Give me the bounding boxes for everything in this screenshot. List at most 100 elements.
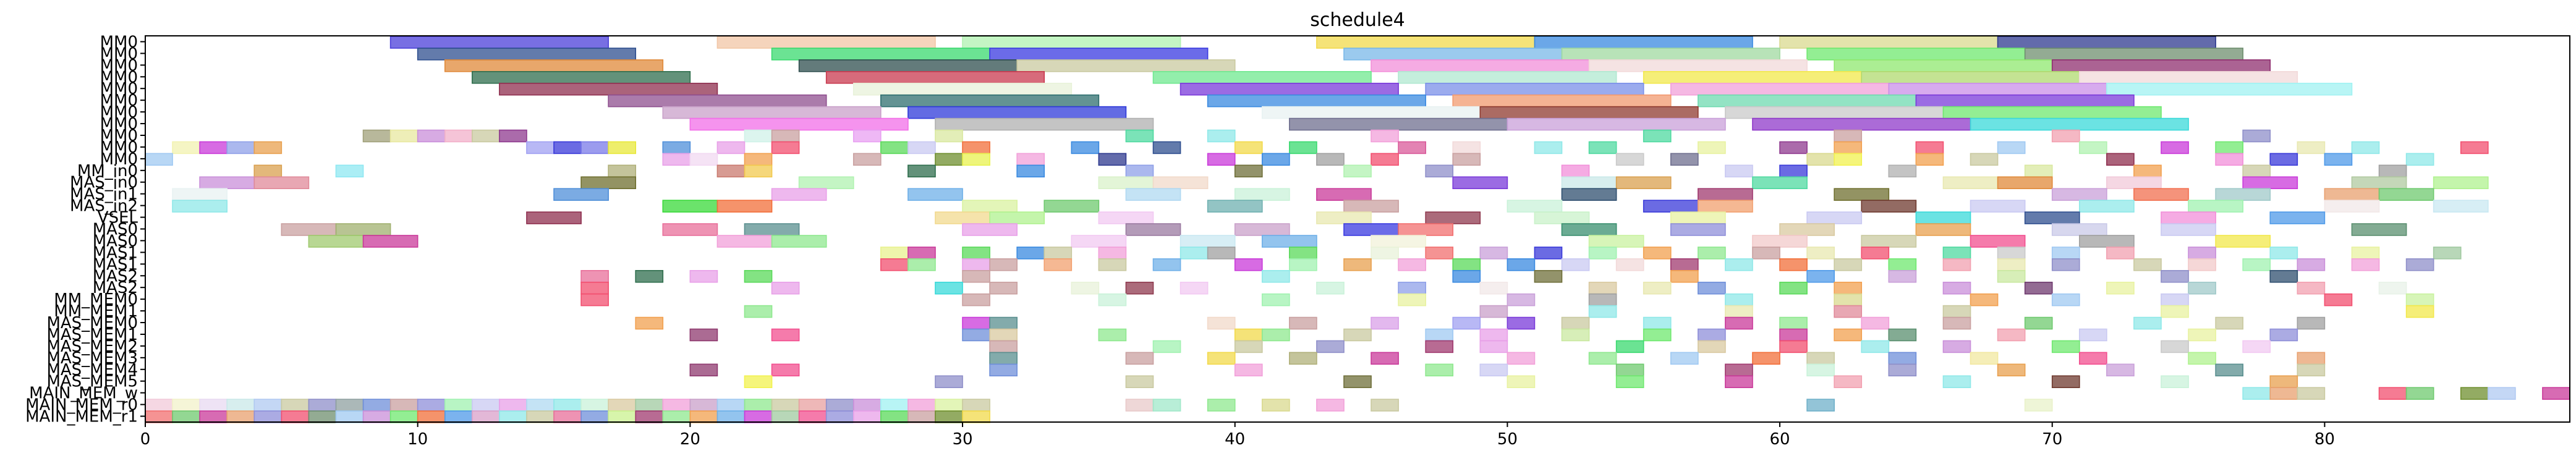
task-bar <box>2460 141 2489 154</box>
task-bar <box>962 410 990 423</box>
task-bar <box>2215 188 2271 201</box>
task-bar <box>1643 129 1672 143</box>
task-bar <box>989 316 1018 330</box>
task-bar <box>499 399 527 412</box>
task-bar <box>308 399 337 412</box>
y-tick-label: MM0 <box>100 68 138 87</box>
task-bar <box>1643 71 1863 84</box>
task-bar <box>771 363 800 377</box>
task-bar <box>389 36 609 49</box>
task-bar <box>662 141 691 154</box>
task-bar <box>1561 48 1780 61</box>
task-bar <box>1997 247 2026 260</box>
task-bar <box>608 410 637 423</box>
task-bar <box>335 410 364 423</box>
task-bar <box>771 141 800 154</box>
task-bar <box>1261 399 1290 412</box>
task-bar <box>935 375 963 388</box>
task-bar <box>689 117 909 131</box>
y-tick-label: MAS0 <box>93 232 138 250</box>
task-bar <box>716 141 746 154</box>
y-tick-label: MM0 <box>100 80 138 98</box>
task-bar <box>2215 141 2243 154</box>
task-bar <box>744 223 800 236</box>
task-bar <box>1888 269 1917 283</box>
task-bar <box>1861 340 1890 353</box>
task-bar <box>689 363 718 377</box>
task-bar <box>1643 281 1672 295</box>
task-bar <box>2024 164 2053 178</box>
task-bar <box>989 363 1018 377</box>
task-bar <box>1452 269 1481 283</box>
task-bar <box>1316 188 1372 201</box>
task-bar <box>1316 36 1536 49</box>
task-bar <box>2324 153 2353 166</box>
task-bar <box>1561 223 1617 236</box>
task-bar <box>1371 316 1399 330</box>
task-bar <box>2460 387 2489 400</box>
task-bar <box>2078 352 2107 365</box>
task-bar <box>1207 247 1236 260</box>
task-bar <box>1343 48 1563 61</box>
task-bar <box>1125 223 1181 236</box>
task-bar <box>2351 223 2407 236</box>
task-bar <box>145 153 173 166</box>
task-bar <box>1425 211 1481 224</box>
task-bar <box>1425 363 1454 377</box>
task-bar <box>935 117 1154 131</box>
y-tick-label: MAS1 <box>93 255 138 274</box>
task-bar <box>1915 94 2135 108</box>
task-bar <box>908 258 936 271</box>
task-bar <box>1207 399 1236 412</box>
task-bar <box>608 141 637 154</box>
task-bar <box>389 399 419 412</box>
task-bar <box>1779 141 1808 154</box>
task-bar <box>2269 211 2326 224</box>
task-bar <box>852 399 882 412</box>
task-bar <box>145 410 173 423</box>
task-bar <box>1588 59 1808 72</box>
task-bar <box>2269 269 2298 283</box>
chart-title: schedule4 <box>1310 9 1405 31</box>
task-bar <box>2024 48 2243 61</box>
y-tick-label: MM0 <box>100 115 138 133</box>
task-bar <box>1915 153 1944 166</box>
task-bar <box>1752 176 1808 190</box>
task-bar <box>1861 316 1890 330</box>
x-tick-label: 0 <box>140 430 151 449</box>
task-bar <box>1779 281 1808 295</box>
task-bar <box>635 410 664 423</box>
task-bar <box>1507 375 1536 388</box>
task-bar <box>935 211 990 224</box>
task-bar <box>1834 293 1863 307</box>
task-bar <box>1806 363 1835 377</box>
task-bar <box>1942 106 2162 119</box>
task-bar <box>1261 328 1290 342</box>
task-bar <box>2078 328 2107 342</box>
task-bar <box>716 200 773 213</box>
task-bar <box>1398 223 1454 236</box>
task-bar <box>472 71 691 84</box>
task-bar <box>1779 258 1808 271</box>
task-bar <box>2161 375 2189 388</box>
task-bar <box>880 247 909 260</box>
task-bar <box>1152 340 1181 353</box>
task-bar <box>1643 316 1672 330</box>
task-bar <box>1261 269 1290 283</box>
task-bar <box>2297 316 2326 330</box>
task-bar <box>908 410 936 423</box>
task-bar <box>417 129 446 143</box>
task-bar <box>2242 129 2271 143</box>
task-bar <box>1534 211 1590 224</box>
task-bar <box>744 269 773 283</box>
task-bar <box>1834 328 1863 342</box>
task-bar <box>1479 281 1508 295</box>
task-bar <box>1398 71 1617 84</box>
task-bar <box>744 410 773 423</box>
task-bar <box>1942 176 1999 190</box>
task-bar <box>1289 141 1317 154</box>
task-bar <box>1561 258 1590 271</box>
task-bar <box>852 410 882 423</box>
task-bar <box>962 141 990 154</box>
task-bar <box>2051 247 2080 260</box>
